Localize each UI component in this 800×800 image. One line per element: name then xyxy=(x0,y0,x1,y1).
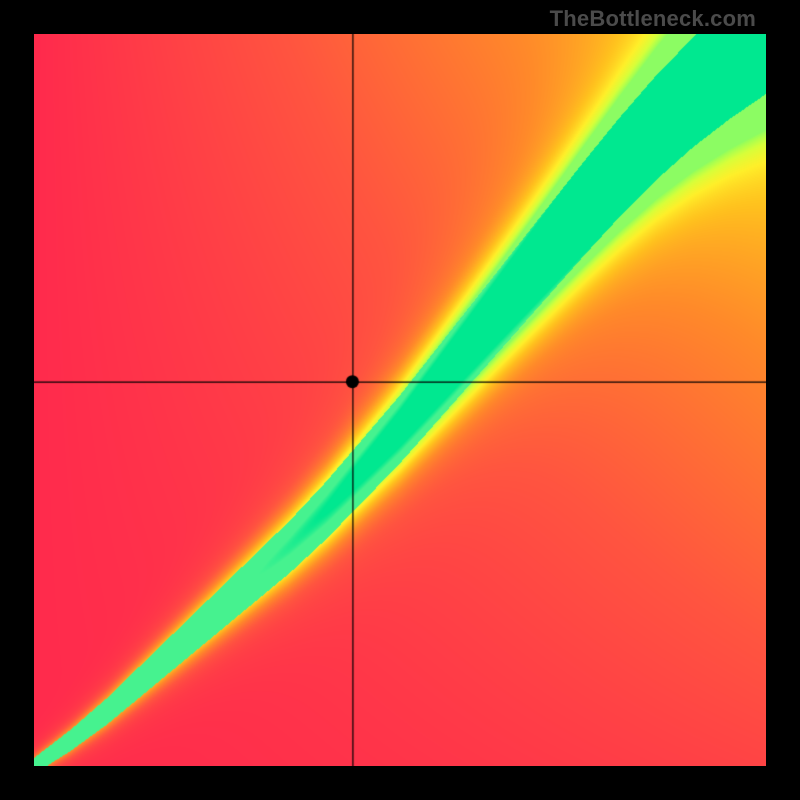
chart-container: TheBottleneck.com xyxy=(0,0,800,800)
bottleneck-heatmap xyxy=(34,34,766,766)
plot-frame xyxy=(34,34,766,766)
watermark-text: TheBottleneck.com xyxy=(550,6,756,32)
